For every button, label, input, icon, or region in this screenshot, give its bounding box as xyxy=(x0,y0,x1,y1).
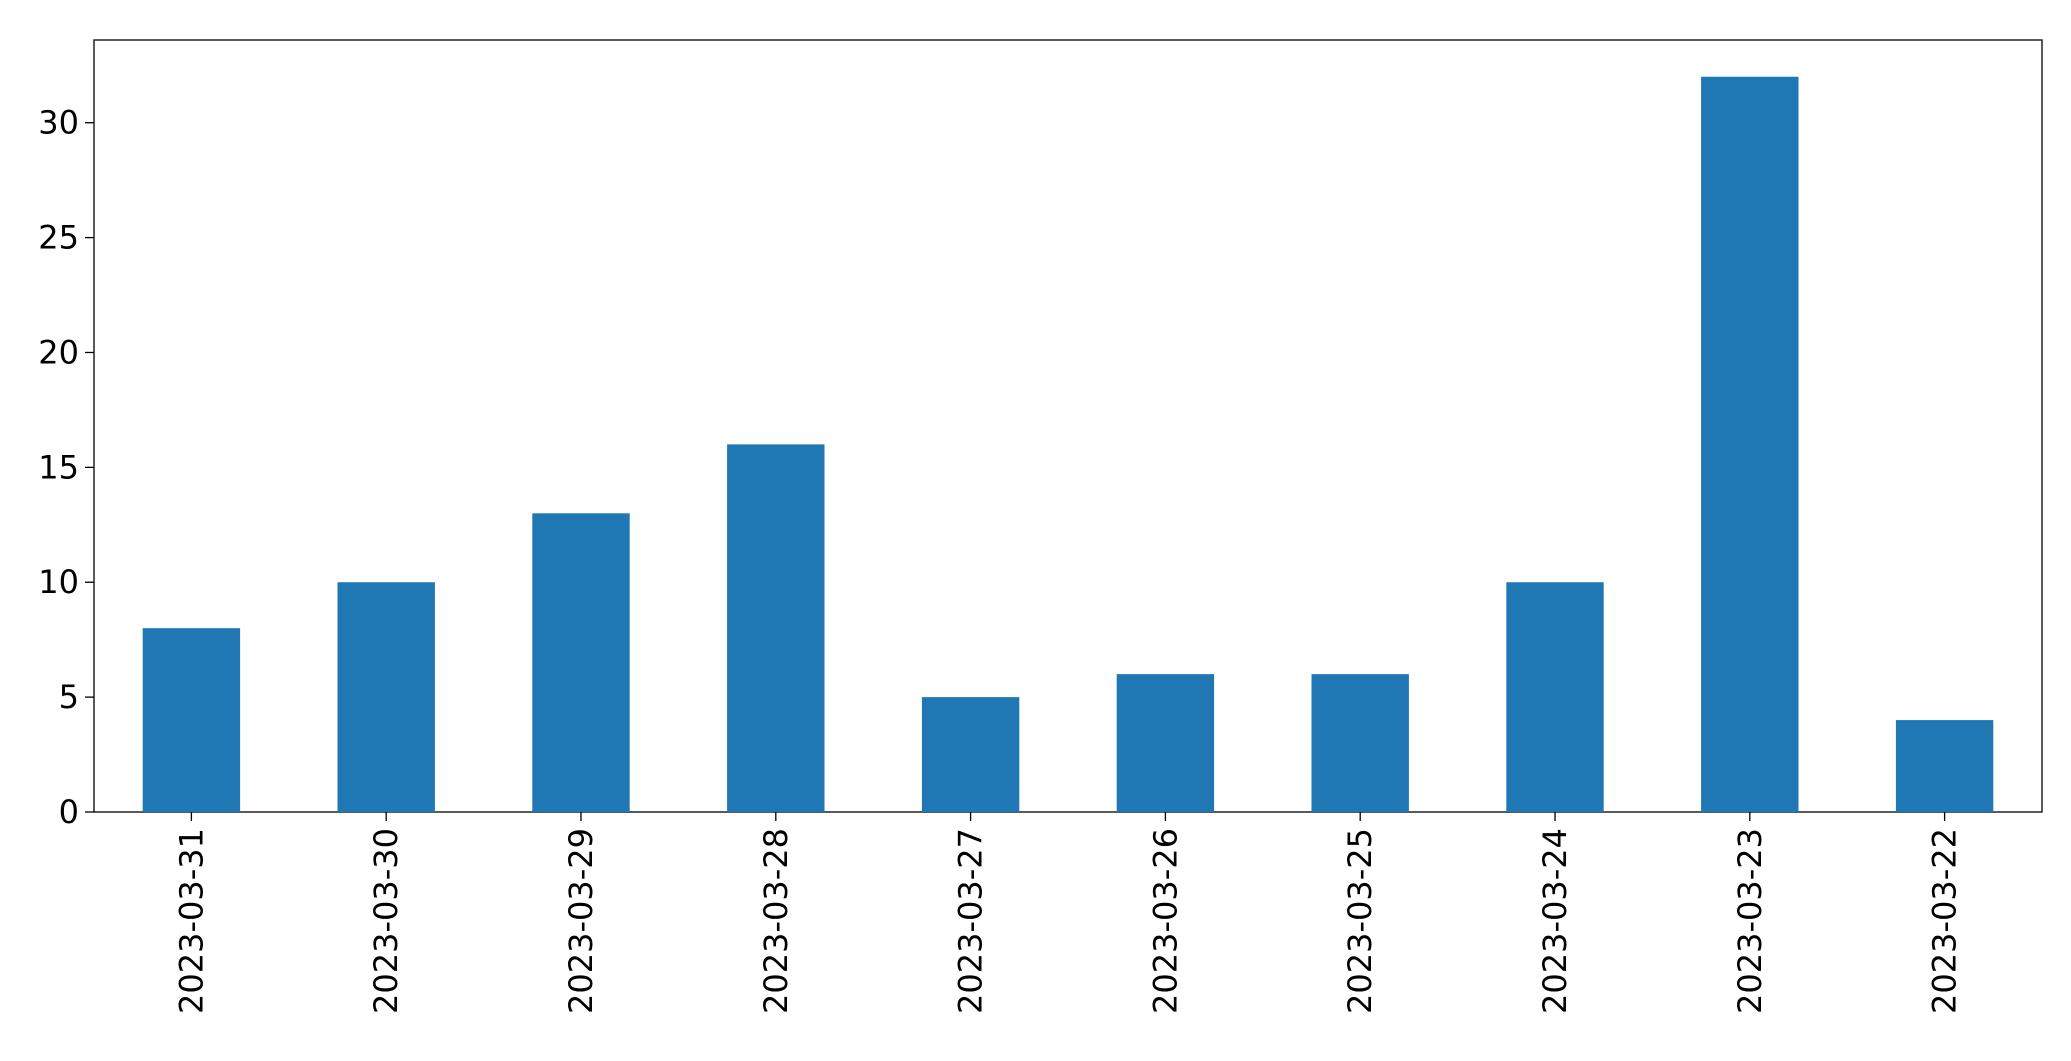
x-tick-label: 2023-03-23 xyxy=(1731,828,1769,1014)
y-tick-label: 15 xyxy=(38,448,79,486)
x-tick-label: 2023-03-27 xyxy=(952,828,990,1014)
bar xyxy=(1895,720,1994,812)
y-tick-label: 0 xyxy=(59,793,79,831)
plot-frame xyxy=(93,39,2043,813)
x-tick-label: 2023-03-28 xyxy=(757,828,795,1014)
bar xyxy=(532,513,630,812)
bar xyxy=(921,697,1020,812)
bar xyxy=(1116,674,1215,812)
bar xyxy=(727,444,825,812)
x-tick-label: 2023-03-24 xyxy=(1536,828,1574,1014)
y-tick-label: 20 xyxy=(38,333,79,371)
bar xyxy=(337,582,435,812)
x-tick-label: 2023-03-31 xyxy=(172,828,210,1014)
bar xyxy=(142,628,241,812)
y-tick-label: 25 xyxy=(38,219,79,257)
x-tick-label: 2023-03-30 xyxy=(367,828,405,1014)
bar xyxy=(1311,674,1409,812)
x-tick-label: 2023-03-26 xyxy=(1146,828,1184,1014)
bar xyxy=(1506,582,1604,812)
x-tick-label: 2023-03-29 xyxy=(562,828,600,1014)
x-tick-label: 2023-03-22 xyxy=(1926,828,1964,1014)
y-tick-label: 10 xyxy=(38,563,79,601)
bar xyxy=(1701,76,1799,812)
y-tick-label: 30 xyxy=(38,104,79,142)
x-tick-label: 2023-03-25 xyxy=(1341,828,1379,1014)
y-tick-label: 5 xyxy=(59,678,79,716)
